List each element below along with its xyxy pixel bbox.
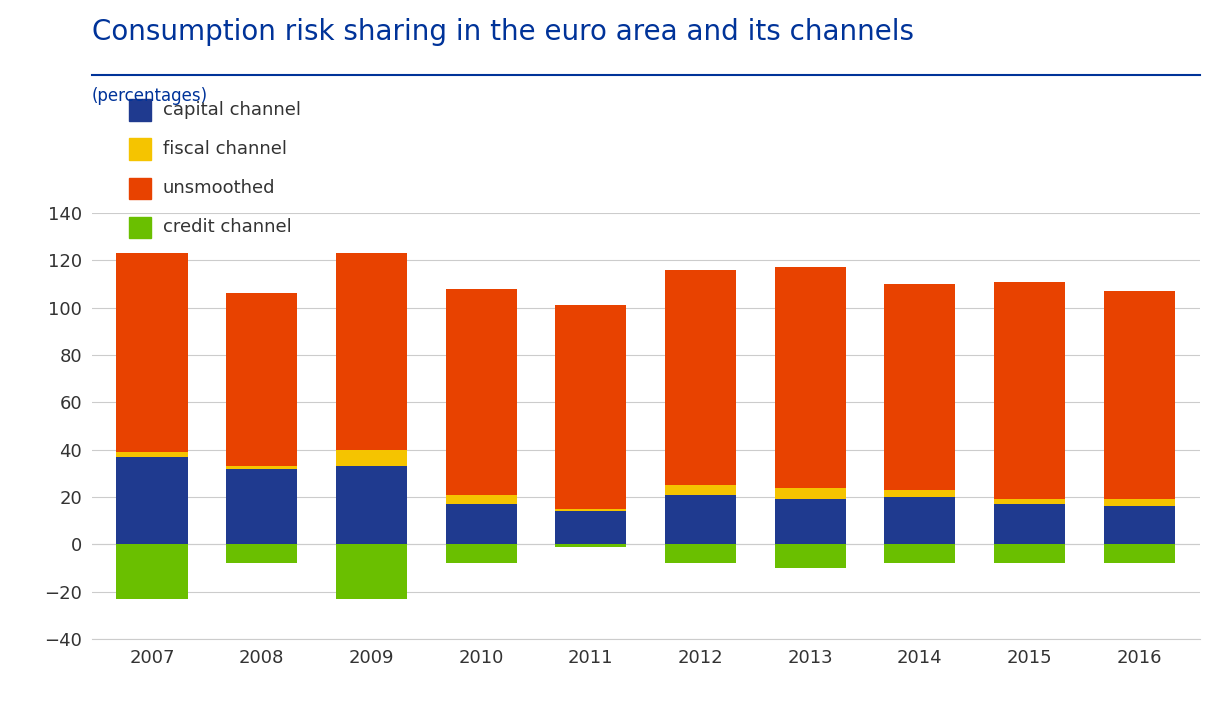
- Bar: [884, 545, 956, 563]
- Bar: [665, 495, 736, 545]
- Bar: [446, 504, 517, 545]
- Bar: [884, 497, 956, 545]
- Text: (percentages): (percentages): [92, 87, 208, 104]
- Bar: [994, 499, 1065, 504]
- Bar: [1104, 506, 1175, 545]
- Bar: [1104, 545, 1175, 563]
- Text: fiscal channel: fiscal channel: [163, 140, 286, 158]
- Text: Consumption risk sharing in the euro area and its channels: Consumption risk sharing in the euro are…: [92, 18, 914, 45]
- Bar: [226, 469, 297, 545]
- Bar: [556, 305, 627, 509]
- Text: capital channel: capital channel: [163, 101, 301, 119]
- Bar: [994, 504, 1065, 545]
- Bar: [1104, 499, 1175, 506]
- Bar: [116, 253, 187, 452]
- Text: unsmoothed: unsmoothed: [163, 179, 275, 197]
- Bar: [775, 545, 846, 568]
- Bar: [556, 545, 627, 547]
- Bar: [335, 253, 408, 449]
- Bar: [446, 545, 517, 563]
- Bar: [665, 545, 736, 563]
- Bar: [226, 545, 297, 563]
- Bar: [446, 289, 517, 495]
- Bar: [335, 466, 408, 545]
- Bar: [994, 545, 1065, 563]
- Bar: [1104, 291, 1175, 499]
- Bar: [884, 284, 956, 490]
- Bar: [775, 488, 846, 499]
- Bar: [556, 511, 627, 545]
- Bar: [226, 466, 297, 469]
- Bar: [775, 268, 846, 488]
- Bar: [116, 545, 187, 599]
- Bar: [665, 485, 736, 495]
- Bar: [884, 490, 956, 497]
- Bar: [665, 270, 736, 485]
- Bar: [994, 282, 1065, 499]
- Bar: [226, 293, 297, 466]
- Bar: [556, 509, 627, 511]
- Bar: [335, 545, 408, 599]
- Bar: [446, 495, 517, 504]
- Text: credit channel: credit channel: [163, 218, 291, 236]
- Bar: [116, 452, 187, 457]
- Bar: [775, 499, 846, 545]
- Bar: [116, 457, 187, 545]
- Bar: [335, 449, 408, 466]
